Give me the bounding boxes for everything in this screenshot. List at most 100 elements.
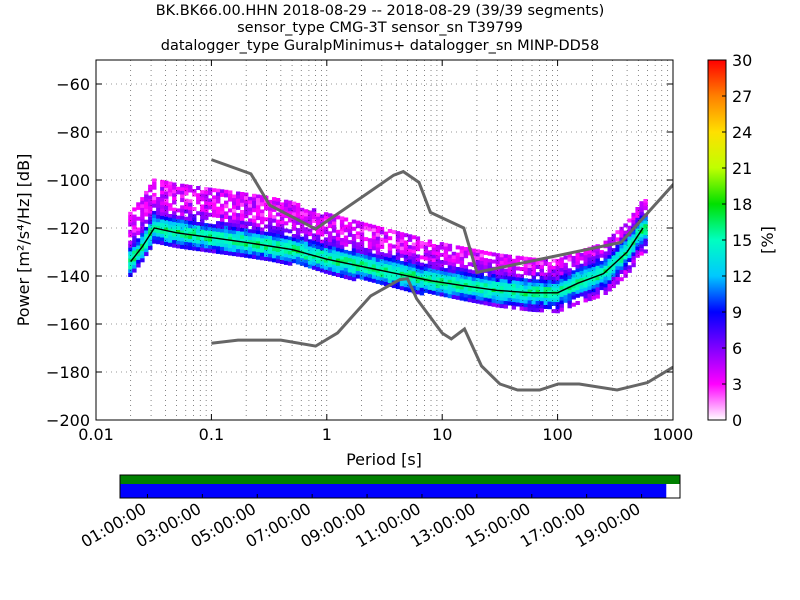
heatmap-cell — [591, 281, 596, 286]
heatmap-cell — [375, 254, 381, 259]
heatmap-cell — [627, 218, 632, 223]
heatmap-cell — [479, 271, 484, 276]
heatmap-cell — [188, 213, 193, 218]
heatmap-cell — [475, 288, 481, 293]
heatmap-cell — [467, 273, 473, 277]
heatmap-cell — [327, 224, 333, 229]
heatmap-cell — [595, 262, 600, 267]
heatmap-cell — [279, 206, 285, 210]
heatmap-cell — [228, 222, 233, 227]
heatmap-cell — [459, 278, 465, 283]
heatmap-cell — [595, 258, 600, 263]
heatmap-cell — [136, 238, 141, 243]
heatmap-cell — [539, 272, 544, 277]
heatmap-cell — [531, 264, 536, 269]
heatmap-cell — [355, 220, 361, 225]
heatmap-cell — [140, 197, 145, 202]
heatmap-cell — [399, 235, 405, 240]
heatmap-cell — [375, 258, 381, 263]
heatmap-cell — [495, 292, 500, 297]
heatmap-cell — [172, 236, 177, 241]
heatmap-cell — [491, 252, 496, 257]
heatmap-cell — [391, 258, 397, 263]
heatmap-cell — [252, 226, 257, 231]
heatmap-cell — [539, 286, 544, 291]
heatmap-cell — [184, 184, 189, 189]
heatmap-cell — [327, 267, 333, 272]
heatmap-cell — [152, 178, 157, 183]
heatmap-cell — [220, 221, 225, 226]
heatmap-cell — [132, 207, 137, 212]
heatmap-cell — [423, 274, 429, 279]
heatmap-cell — [228, 230, 233, 234]
heatmap-cell — [256, 223, 261, 228]
heatmap-cell — [635, 214, 640, 219]
heatmap-cell — [531, 304, 536, 309]
heatmap-cell — [216, 210, 221, 215]
colorbar-tick-label: 0 — [732, 411, 742, 430]
heatmap-cell — [495, 289, 500, 294]
heatmap-cell — [323, 259, 329, 263]
heatmap-cell — [543, 297, 548, 302]
heatmap-cell — [339, 274, 345, 278]
heatmap-cell — [411, 285, 417, 290]
heatmap-cell — [639, 233, 644, 238]
heatmap-cell — [379, 226, 385, 231]
heatmap-cell — [256, 201, 261, 206]
heatmap-cell — [232, 208, 237, 213]
heatmap-cell — [160, 187, 165, 192]
heatmap-cell — [168, 224, 173, 229]
heatmap-cell — [216, 206, 221, 211]
heatmap-cell — [164, 184, 169, 189]
heatmap-cell — [160, 219, 165, 224]
heatmap-cell — [180, 219, 185, 224]
heatmap-cell — [567, 293, 572, 298]
heatmap-cell — [319, 250, 325, 255]
heatmap-cell — [299, 207, 305, 212]
heatmap-cell — [200, 190, 205, 195]
heatmap-cell — [315, 263, 321, 268]
heatmap-cell — [196, 196, 201, 201]
heatmap-cell — [180, 208, 185, 213]
heatmap-cell — [559, 304, 564, 309]
heatmap-cell — [240, 231, 245, 236]
heatmap-cell — [327, 249, 333, 254]
heatmap-cell — [563, 273, 568, 278]
heatmap-cell — [359, 239, 365, 244]
heatmap-cell — [164, 209, 169, 214]
heatmap-cell — [224, 229, 229, 234]
heatmap-cell — [387, 254, 393, 259]
heatmap-cell — [335, 269, 341, 274]
heatmap-cell — [395, 252, 401, 257]
heatmap-cell — [287, 207, 293, 212]
heatmap-cell — [196, 200, 201, 205]
heatmap-cell — [359, 243, 365, 248]
heatmap-cell — [315, 252, 321, 257]
heatmap-cell — [455, 259, 461, 264]
heatmap-cell — [287, 218, 293, 223]
heatmap-cell — [435, 244, 441, 249]
heatmap-cell — [172, 211, 177, 216]
heatmap-cell — [228, 197, 233, 202]
heatmap-cell — [236, 195, 241, 200]
heatmap-cell — [531, 290, 536, 294]
heatmap-cell — [275, 205, 281, 210]
heatmap-cell — [519, 292, 524, 297]
heatmap-cell — [635, 210, 640, 215]
heatmap-cell — [587, 282, 592, 287]
heatmap-cell — [212, 249, 217, 254]
heatmap-cell — [463, 272, 469, 277]
heatmap-cell — [168, 188, 173, 193]
heatmap-cell — [220, 250, 225, 255]
heatmap-cell — [291, 212, 297, 217]
heatmap-cell — [132, 250, 137, 255]
heatmap-cell — [555, 276, 560, 281]
heatmap-cell — [256, 216, 261, 221]
heatmap-cell — [327, 213, 333, 218]
heatmap-cell — [148, 202, 153, 207]
heatmap-cell — [547, 262, 552, 266]
heatmap-cell — [128, 219, 133, 223]
heatmap-cell — [351, 226, 357, 231]
heatmap-cell — [471, 273, 477, 278]
heatmap-cell — [303, 252, 309, 257]
